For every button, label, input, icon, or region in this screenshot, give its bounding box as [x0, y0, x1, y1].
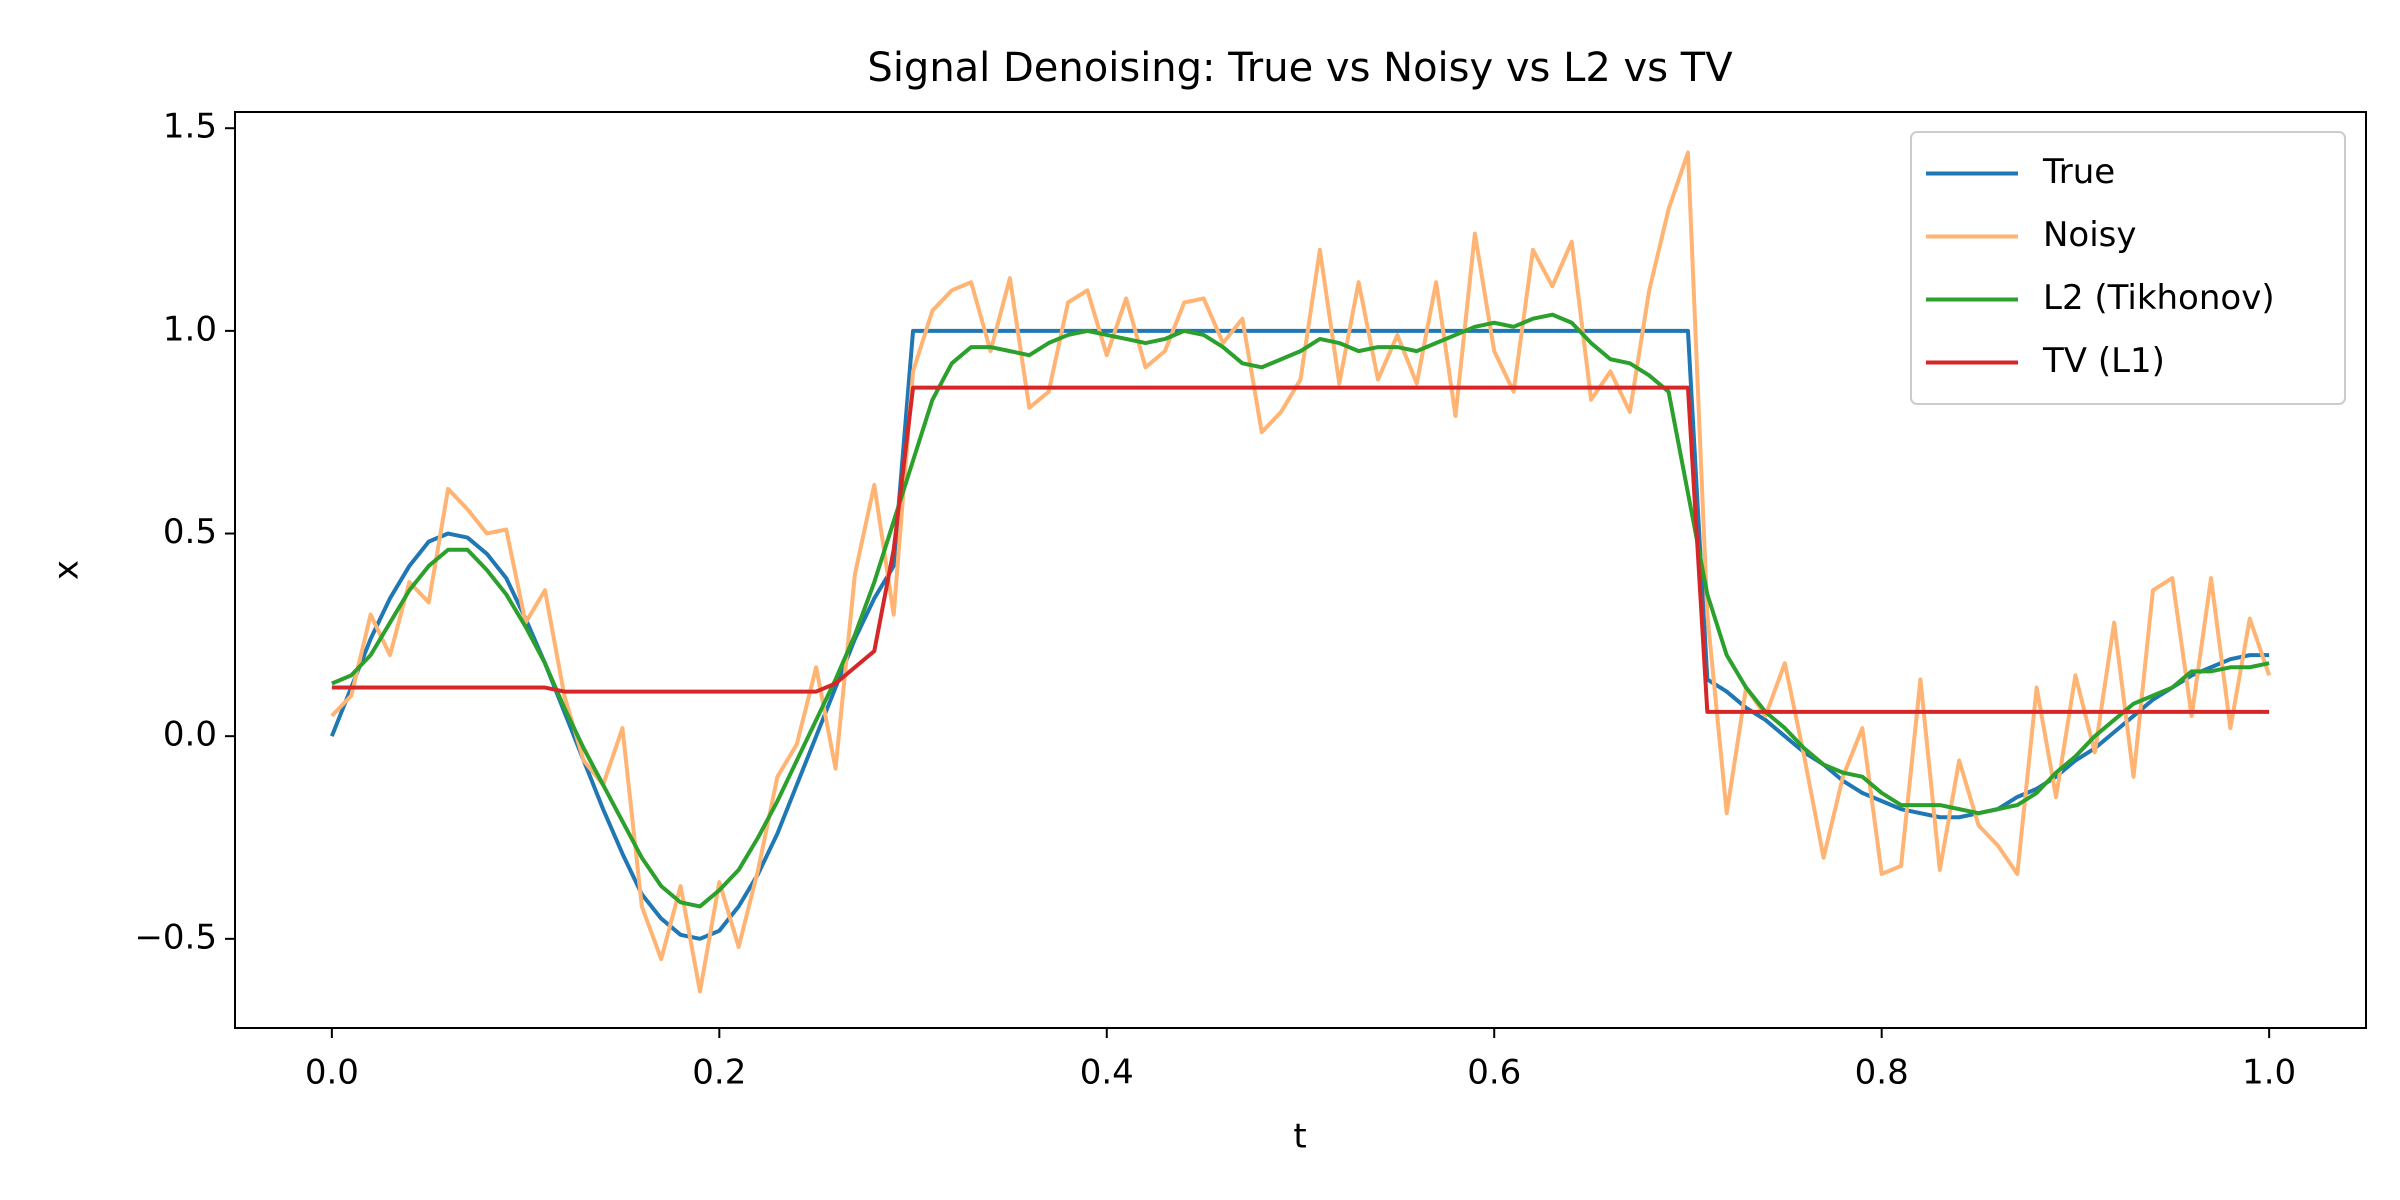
legend-label: Noisy: [2043, 215, 2137, 255]
x-tick-label: 0.6: [1467, 1053, 1521, 1093]
y-tick-label: 1.0: [163, 309, 217, 349]
series-line: [330, 150, 2272, 994]
x-tick-label: 0.0: [305, 1053, 359, 1093]
x-tick-label: 0.8: [1855, 1053, 1909, 1093]
plot-frame: [234, 111, 2367, 1029]
series-line: [331, 385, 2270, 714]
series-line: [331, 312, 2270, 909]
y-tick-label: 1.5: [163, 107, 217, 147]
x-tick-label: 0.2: [692, 1053, 746, 1093]
chart-title: Signal Denoising: True vs Noisy vs L2 vs…: [867, 45, 1733, 91]
y-axis-label: x: [47, 560, 87, 580]
x-tick-label: 1.0: [2242, 1053, 2296, 1093]
legend-label: L2 (Tikhonov): [2043, 278, 2275, 318]
x-axis-label: t: [1293, 1117, 1306, 1157]
y-tick-label: 0.0: [163, 715, 217, 755]
legend-box: [1910, 131, 2346, 405]
legend-label: TV (L1): [2042, 341, 2165, 381]
y-tick-label: 0.5: [163, 512, 217, 552]
legend-label: True: [2042, 152, 2115, 192]
series-line: [330, 328, 2270, 941]
x-tick-label: 0.4: [1080, 1053, 1134, 1093]
y-tick-label: −0.5: [134, 917, 217, 957]
